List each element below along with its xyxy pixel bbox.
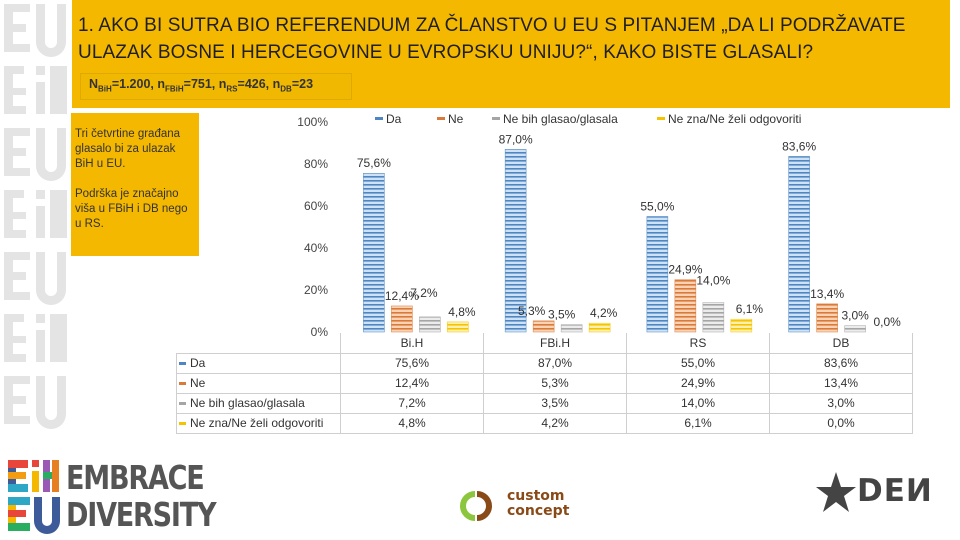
diversity-line: DIVERSITY	[66, 496, 215, 533]
table-row-label: Ne bih glasao/glasala	[177, 393, 341, 413]
table-cell: 75,6%	[341, 353, 484, 373]
row-label-text: Da	[190, 356, 205, 370]
bih-eu-logo-icon	[6, 455, 66, 535]
y-tick-label: 80%	[304, 157, 328, 171]
bar-data-label: 5,3%	[518, 304, 546, 318]
embrace-line: EMBRACE	[66, 459, 215, 496]
table-cell: 24,9%	[627, 373, 770, 393]
data-table: Bi.H FBi.H RS DB Da 75,6% 87,0% 55,0% 83…	[176, 333, 913, 434]
table-row: Ne zna/Ne želi odgovoriti 4,8% 4,2% 6,1%…	[177, 413, 913, 433]
table-cell: 87,0%	[484, 353, 627, 373]
legend-swatch-icon	[657, 117, 665, 120]
table-cell: 3,5%	[484, 393, 627, 413]
embrace-diversity-logo: EMBRACE DIVERSITY	[6, 455, 236, 535]
custom-concept-text: custom concept	[507, 489, 569, 519]
bar-bih-series-2	[419, 317, 440, 332]
table-cell: 13,4%	[770, 373, 913, 393]
bar-db-series-0	[789, 156, 810, 332]
bar-fbih-series-1	[533, 321, 554, 332]
bar-data-label: 75,6%	[357, 156, 391, 170]
custom-concept-swirl-icon	[455, 488, 505, 524]
chart-data-labels: 75,6% 12,4%7,2% 4,8% 87,0% 5,3% 3,5% 4,2% 55,0%…	[357, 132, 901, 329]
bar-fbih-series-2	[561, 325, 582, 332]
table-cell: 83,6%	[770, 353, 913, 373]
legend-label: Da	[386, 112, 402, 126]
table-header-cell: RS	[627, 333, 770, 353]
legend-swatch-icon	[492, 117, 500, 120]
bar-data-label: 87,0%	[499, 132, 533, 146]
legend-label: Ne zna/Ne želi odgovoriti	[668, 112, 801, 126]
table-header-cell: FBi.H	[484, 333, 627, 353]
y-tick-label: 40%	[304, 241, 328, 255]
y-tick-label: 60%	[304, 199, 328, 213]
bar-fbih-series-3	[589, 323, 610, 332]
bar-rs-series-2	[703, 303, 724, 332]
bar-data-label: 55,0%	[640, 200, 674, 214]
table-header-cell: Bi.H	[341, 333, 484, 353]
bar-data-label: 4,2%	[590, 306, 618, 320]
embrace-diversity-text: EMBRACE DIVERSITY	[66, 459, 215, 533]
bar-data-label: 0,0%	[873, 315, 901, 329]
bar-db-series-1	[817, 304, 838, 332]
star-icon	[815, 470, 857, 516]
legend-swatch-icon	[375, 117, 383, 120]
table-cell: 0,0%	[770, 413, 913, 433]
table-row: Ne bih glasao/glasala 7,2% 3,5% 14,0% 3,…	[177, 393, 913, 413]
bar-bih-series-3	[447, 322, 468, 332]
bar-rs-series-1	[675, 280, 696, 332]
table-cell: 3,0%	[770, 393, 913, 413]
bar-data-label: 6,1%	[736, 302, 764, 316]
legend-label: Ne bih glasao/glasala	[503, 112, 618, 126]
table-header-row: Bi.H FBi.H RS DB	[177, 333, 913, 353]
table-row-label: Ne	[177, 373, 341, 393]
table-corner	[177, 333, 341, 353]
row-label-text: Ne bih glasao/glasala	[190, 396, 305, 410]
custom-concept-logo: custom concept	[455, 488, 575, 524]
bar-data-label: 83,6%	[782, 139, 816, 153]
table-cell: 5,3%	[484, 373, 627, 393]
row-label-text: Ne	[190, 376, 205, 390]
row-label-text: Ne zna/Ne želi odgovoriti	[190, 416, 323, 430]
y-tick-label: 20%	[304, 283, 328, 297]
table-row-label: Ne zna/Ne želi odgovoriti	[177, 413, 341, 433]
bar-data-label: 14,0%	[696, 274, 730, 288]
custom-line: custom	[507, 489, 569, 504]
table-cell: 14,0%	[627, 393, 770, 413]
bar-data-label: 3,5%	[548, 308, 576, 322]
y-axis: 0% 20% 40% 60% 80% 100%	[297, 115, 328, 339]
series-swatch-icon	[179, 362, 186, 365]
table-cell: 6,1%	[627, 413, 770, 433]
table-cell: 12,4%	[341, 373, 484, 393]
table-row: Da 75,6% 87,0% 55,0% 83,6%	[177, 353, 913, 373]
series-swatch-icon	[179, 422, 186, 425]
table-cell: 4,8%	[341, 413, 484, 433]
table-row-label: Da	[177, 353, 341, 373]
bar-data-label: 3,0%	[841, 309, 869, 323]
table-row: Ne 12,4% 5,3% 24,9% 13,4%	[177, 373, 913, 393]
bar-db-series-2	[845, 326, 866, 332]
chart-legend: Da Ne Ne bih glasao/glasala Ne zna/Ne želi …	[375, 112, 801, 126]
den-logo: DEИ	[815, 470, 940, 520]
den-text: DEИ	[857, 473, 933, 509]
bar-data-label: 13,4%	[810, 287, 844, 301]
series-swatch-icon	[179, 382, 186, 385]
table-header-cell: DB	[770, 333, 913, 353]
table-cell: 55,0%	[627, 353, 770, 373]
table-cell: 7,2%	[341, 393, 484, 413]
bar-rs-series-3	[731, 319, 752, 332]
bar-data-label: 7,2%	[410, 286, 438, 300]
concept-line: concept	[507, 504, 569, 519]
bar-data-label: 4,8%	[448, 305, 476, 319]
y-tick-label: 100%	[297, 115, 328, 129]
bar-bih-series-1	[391, 306, 412, 332]
series-swatch-icon	[179, 402, 186, 405]
legend-label: Ne	[448, 112, 464, 126]
bar-rs-series-0	[647, 217, 668, 333]
chart-bars	[363, 149, 865, 332]
table-cell: 4,2%	[484, 413, 627, 433]
bar-bih-series-0	[363, 173, 384, 332]
legend-swatch-icon	[437, 117, 445, 120]
